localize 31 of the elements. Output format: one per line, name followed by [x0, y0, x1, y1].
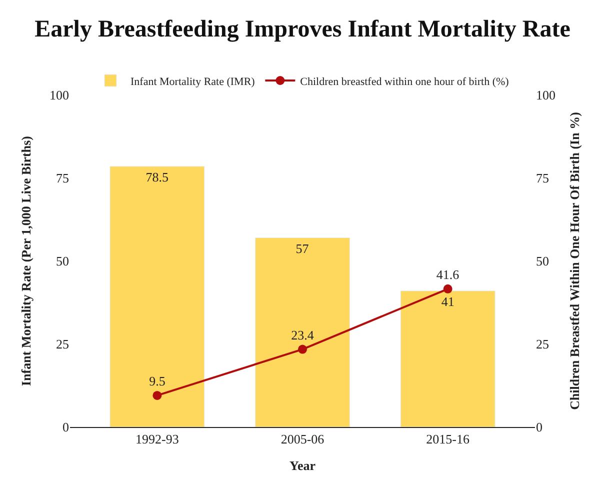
y2-axis-title: Children Breastfed Within One Hour Of Birth (In %) — [567, 112, 582, 410]
data-label: 23.4 — [291, 327, 314, 342]
y-tick-label: 50 — [56, 254, 69, 269]
y2-tick-label: 0 — [536, 420, 542, 435]
y-tick-label: 75 — [56, 170, 69, 186]
bar — [110, 166, 205, 427]
data-label: 9.5 — [149, 374, 166, 389]
y2-tick-label: 75 — [536, 170, 549, 186]
x-axis-title: Year — [290, 458, 316, 474]
point — [443, 284, 452, 294]
data-label: 78.5 — [146, 169, 169, 184]
legend-label: Infant Mortality Rate (IMR) — [130, 76, 256, 88]
chart-title: Early Breastfeeding Improves Infant Mortality Rate — [34, 16, 571, 43]
x-tick-label: 1992-93 — [136, 432, 179, 447]
y2-tick-label: 50 — [536, 254, 549, 269]
y-tick-label: 0 — [62, 420, 69, 435]
bar — [400, 290, 496, 427]
data-label: 41.6 — [436, 267, 460, 282]
y2-tick-label: 25 — [536, 336, 549, 352]
bar — [255, 238, 350, 427]
y-tick-label: 25 — [56, 336, 69, 352]
point — [152, 390, 162, 400]
x-tick-label: 2015-16 — [426, 432, 470, 447]
y-axis-title: Infant Mortality Rate (Per 1,000 Live Births) — [18, 136, 34, 386]
y-tick-label: 100 — [50, 88, 69, 103]
point — [298, 344, 307, 354]
x-tick-label: 2005-06 — [280, 432, 325, 447]
legend-label: Children breastfed within one hour of birth (%) — [300, 76, 510, 88]
y2-tick-label: 100 — [536, 88, 556, 103]
data-label: 41 — [441, 294, 454, 309]
data-label: 57 — [296, 240, 310, 256]
